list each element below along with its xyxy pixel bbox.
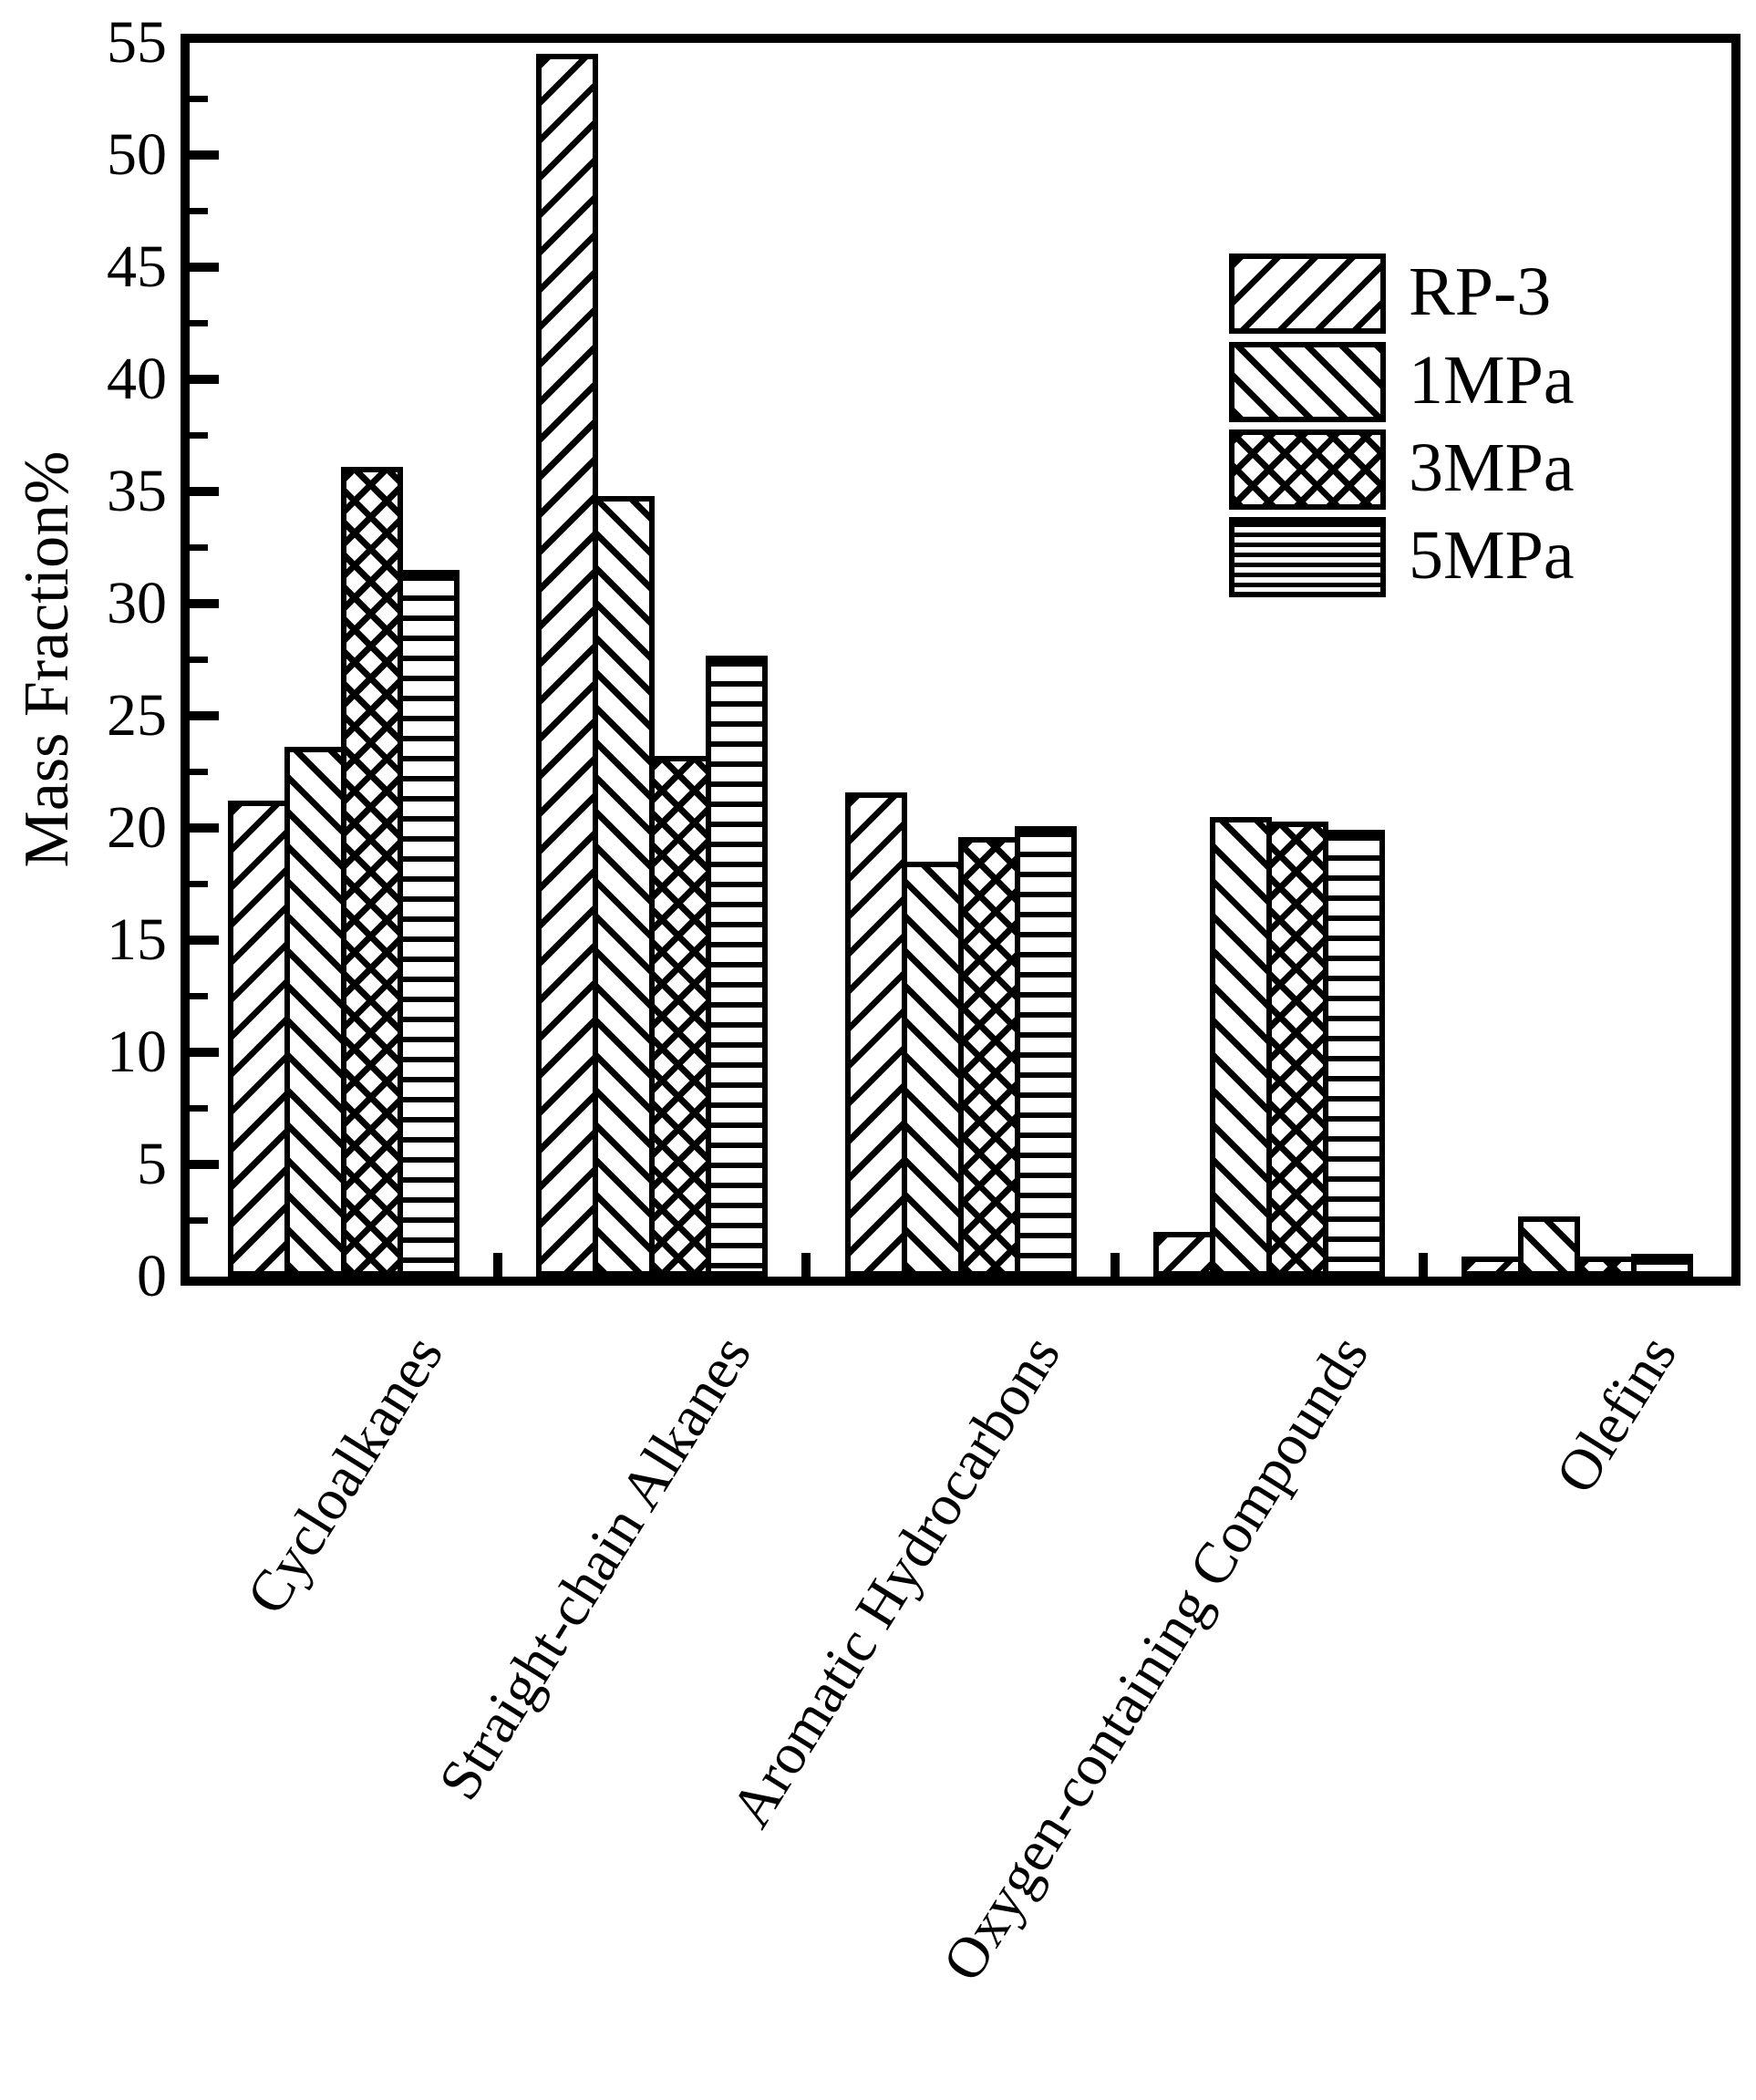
y-tick-label: 10 [107,1019,167,1085]
category-label: Oxygen-containing Compounds [929,1324,1380,1992]
bar [958,837,1020,1277]
legend-swatch [1229,517,1386,597]
y-axis-major-tick [190,375,219,384]
y-axis-major-tick [190,150,219,160]
bar [649,756,711,1277]
y-tick-label: 40 [107,346,167,412]
y-axis-major-tick [190,263,219,272]
category-boundary-tick [801,1253,811,1277]
y-tick-label: 55 [107,9,167,76]
bar [1210,817,1272,1277]
y-axis-major-tick [190,1160,219,1169]
y-axis-minor-tick [190,320,208,326]
legend-swatch [1229,253,1386,334]
y-axis-minor-tick [190,993,208,999]
legend-swatch [1229,429,1386,510]
y-axis-minor-tick [190,96,208,102]
legend-label: 5MPa [1409,517,1575,594]
bar [228,801,290,1277]
bar [845,792,907,1277]
category-label: Straight-chain Alkanes [426,1324,764,1811]
y-axis-minor-tick [190,1105,208,1112]
y-tick-label: 45 [107,233,167,300]
y-tick-label: 35 [107,458,167,524]
bar [536,54,598,1277]
y-tick-label: 20 [107,794,167,861]
y-tick-label: 30 [107,570,167,636]
bar [284,747,346,1277]
bar [1575,1257,1637,1277]
bar [1015,826,1077,1277]
category-boundary-tick [1418,1253,1428,1277]
category-label: Olefins [1543,1324,1689,1505]
y-tick-label: 0 [137,1243,167,1309]
category-boundary-tick [493,1253,503,1277]
legend-label: RP-3 [1409,253,1552,330]
bar [1518,1216,1580,1277]
bar [1462,1257,1524,1277]
y-axis-major-tick [190,823,219,833]
category-label: Aromatic Hydrocarbons [717,1324,1072,1838]
y-tick-label: 5 [137,1131,167,1197]
y-axis-minor-tick [190,208,208,214]
bar [1631,1254,1693,1277]
y-tick-label: 15 [107,906,167,973]
y-tick-label: 25 [107,682,167,749]
y-axis-major-tick [190,936,219,945]
bar [593,496,655,1277]
category-boundary-tick [1110,1253,1120,1277]
legend-swatch [1229,342,1386,422]
y-tick-label: 50 [107,121,167,188]
y-axis-major-tick [190,1048,219,1057]
plot-area [181,34,1741,1286]
legend-label: 1MPa [1409,342,1575,419]
bar [1323,830,1385,1277]
bar [706,656,768,1277]
bar [1153,1232,1215,1277]
y-axis-minor-tick [190,1217,208,1224]
y-axis-major-tick [190,711,219,720]
y-axis-minor-tick [190,881,208,887]
category-label: Cycloalkanes [233,1324,456,1626]
y-axis-minor-tick [190,432,208,439]
y-axis-minor-tick [190,544,208,551]
legend-label: 3MPa [1409,429,1575,506]
y-axis-minor-tick [190,769,208,775]
bar [1266,822,1328,1277]
y-axis-minor-tick [190,657,208,663]
bar [341,467,403,1277]
y-axis-major-tick [190,487,219,496]
bar [902,862,964,1277]
y-axis-major-tick [190,599,219,608]
bar [398,570,460,1277]
